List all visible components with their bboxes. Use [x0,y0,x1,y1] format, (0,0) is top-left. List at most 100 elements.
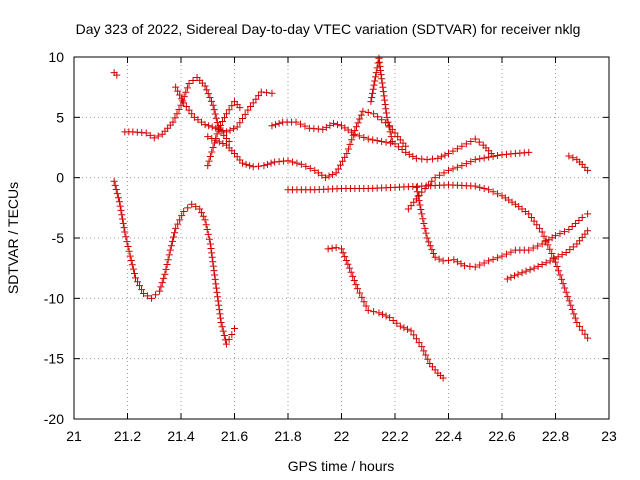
data-point [217,314,225,322]
tick-labels: 21 21.2 21.4 21.6 21.8 22 22.2 22.4 22.6 22.8 23 -2… [44,49,617,444]
data-point [226,126,234,134]
data-point [466,262,474,270]
data-point [208,253,216,261]
data-point [160,274,168,282]
data-point [534,242,542,250]
data-point [202,221,210,229]
x-tick-label: 21.6 [221,428,248,444]
data-point [146,131,154,139]
data-point [489,152,497,160]
data-point [208,249,216,257]
data-point [228,102,236,110]
data-point [349,272,357,280]
data-point [214,293,222,301]
data-point [453,163,461,171]
data-point [387,139,395,147]
data-point [140,290,148,298]
data-point [225,106,233,114]
data-point [354,119,362,127]
data-point [430,249,438,257]
data-point [571,314,579,322]
data-point [204,90,212,98]
data-point [165,251,173,259]
data-point [126,252,134,260]
data-point [208,134,216,142]
series-t13 [503,227,592,283]
data-point [219,327,227,335]
data-point [527,213,535,221]
data-point [458,142,466,150]
data-point [462,140,470,148]
data-point [409,152,417,160]
data-point [476,155,484,163]
data-point [364,135,372,143]
y-axis-label: SDTVAR / TECUs [5,182,21,294]
data-point [436,171,444,179]
data-point [154,132,162,140]
data-point [209,262,217,270]
data-point [116,202,124,210]
data-point [553,262,561,270]
data-point [163,261,171,269]
data-point [242,160,250,168]
data-point [372,69,380,77]
data-point [113,71,121,79]
data-point [334,165,342,173]
data-point [396,322,404,330]
data-point [388,137,396,145]
data-point [173,110,181,118]
data-point [148,294,156,302]
data-point [400,324,408,332]
x-tick-label: 22 [334,428,350,444]
data-point [296,120,304,128]
data-point [578,213,586,221]
data-point [348,136,356,144]
x-tick-label: 22.8 [542,428,569,444]
data-point [206,240,214,248]
data-point [185,106,193,114]
data-point [368,94,376,102]
data-point [449,147,457,155]
data-point [213,130,221,138]
data-point [130,269,138,277]
data-point [208,123,216,131]
data-point [480,259,488,267]
data-point [416,201,424,209]
data-point [550,255,558,263]
data-point [476,183,484,191]
data-point [351,130,359,138]
data-point [552,258,559,266]
data-point [445,256,452,264]
data-point [206,153,214,161]
data-point [319,125,327,133]
data-point [225,335,233,343]
data-point [174,87,182,95]
data-point [322,123,330,131]
grid-layer [74,57,609,419]
data-point [122,233,130,241]
series-t10 [404,148,533,213]
data-point [518,269,526,277]
data-point [542,259,550,267]
data-point [405,150,413,158]
x-tick-label: 22.6 [488,428,515,444]
data-point [260,162,268,170]
data-point [338,245,345,253]
data-point [458,162,466,170]
data-point [453,258,461,266]
data-point [255,92,263,100]
data-point [239,159,247,167]
y-tick-label: -20 [44,411,64,427]
data-point [425,238,433,246]
data-point [178,212,186,220]
data-point [216,121,224,129]
data-point [144,292,152,300]
data-point [510,272,518,280]
data-point [558,251,566,259]
data-point [377,71,385,79]
data-point [503,275,511,283]
data-point [386,122,394,130]
data-point [475,138,483,146]
data-point [231,325,238,332]
data-point [172,224,180,232]
